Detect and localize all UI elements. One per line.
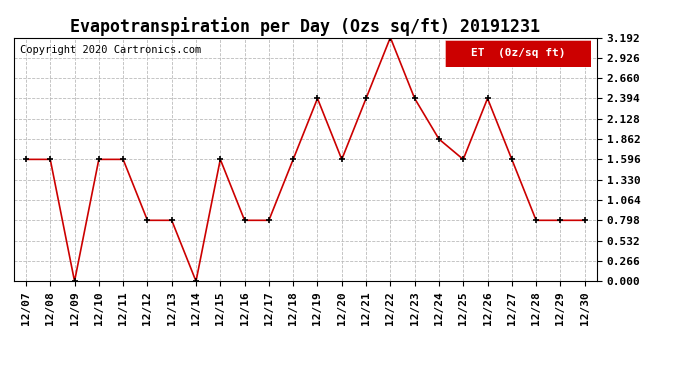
Text: Copyright 2020 Cartronics.com: Copyright 2020 Cartronics.com (19, 45, 201, 55)
Title: Evapotranspiration per Day (Ozs sq/ft) 20191231: Evapotranspiration per Day (Ozs sq/ft) 2… (70, 17, 540, 36)
